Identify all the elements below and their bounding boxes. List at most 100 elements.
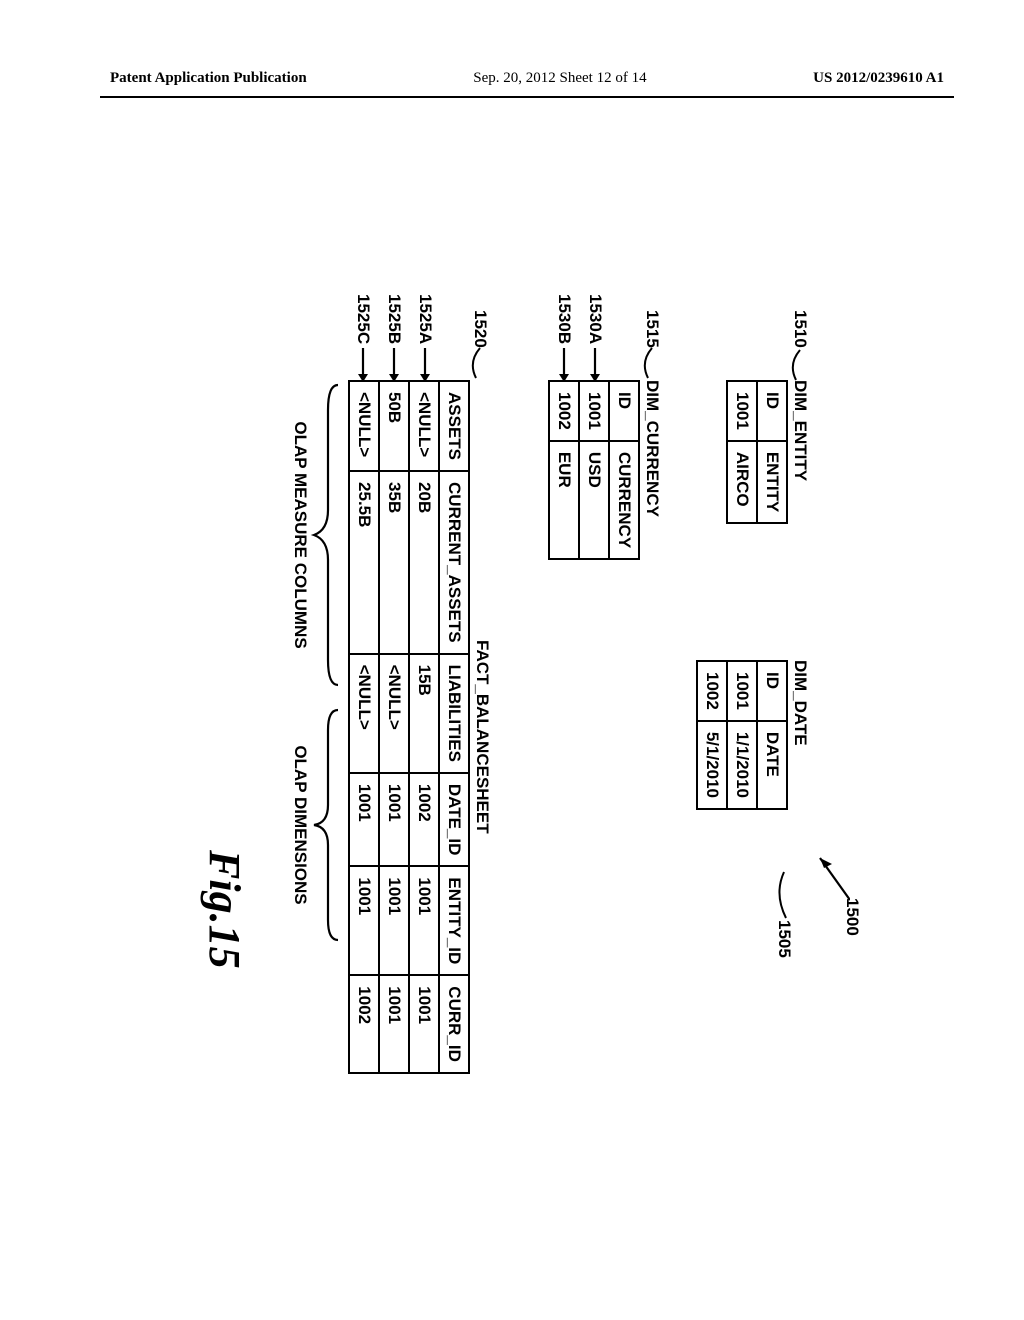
col-header: ID <box>757 661 787 721</box>
col-header: CURRENT_ASSETS <box>439 471 469 654</box>
dim-date-title: DIM_DATE <box>790 660 810 810</box>
figure-canvas: 1500 DIM_ENTITY ID ENTITY 1001 AIRCO 151… <box>100 290 880 1070</box>
leader-line-icon <box>774 870 790 920</box>
col-header: ID <box>609 381 639 441</box>
col-header: DATE_ID <box>439 773 469 866</box>
fact-title: FACT_BALANCESHEET <box>472 640 492 1074</box>
cell: 1002 <box>549 381 579 441</box>
ref-1530a: 1530A <box>585 294 605 382</box>
col-header: ID <box>757 381 787 441</box>
brace-icon <box>310 705 340 945</box>
dim-date-block: DIM_DATE ID DATE 1001 1/1/2010 1002 5/1/… <box>696 660 810 810</box>
cell: 20B <box>409 471 439 654</box>
dim-entity-table: ID ENTITY 1001 AIRCO <box>726 380 788 524</box>
cell: 1001 <box>409 866 439 975</box>
cell: 15B <box>409 654 439 773</box>
ref-1520: 1520 <box>470 310 490 348</box>
table-row: <NULL> 20B 15B 1002 1001 1001 <box>409 381 439 1073</box>
cell: 1/1/2010 <box>727 721 757 809</box>
col-header: ENTITY <box>757 441 787 523</box>
cell: 50B <box>379 381 409 471</box>
cell: 35B <box>379 471 409 654</box>
table-row: ASSETS CURRENT_ASSETS LIABILITIES DATE_I… <box>439 381 469 1073</box>
page-header: Patent Application Publication Sep. 20, … <box>110 70 944 87</box>
brace-label: OLAP DIMENSIONS <box>290 705 310 945</box>
dim-currency-table: ID CURRENCY 1001 USD 1002 EUR <box>548 380 640 560</box>
figure-holder: 1500 DIM_ENTITY ID ENTITY 1001 AIRCO 151… <box>100 290 880 1070</box>
cell: USD <box>579 441 609 559</box>
table-row: 1002 5/1/2010 <box>697 661 727 809</box>
ref-1510: 1510 <box>790 310 810 348</box>
cell: <NULL> <box>409 381 439 471</box>
col-header: CURRENCY <box>609 441 639 559</box>
cell: 1002 <box>697 661 727 721</box>
ref-1515: 1515 <box>642 310 662 348</box>
cell: <NULL> <box>349 381 379 471</box>
leader-line-icon <box>788 348 802 382</box>
col-header: CURR_ID <box>439 975 469 1073</box>
header-rule <box>100 96 954 98</box>
cell: 1001 <box>579 381 609 441</box>
table-row: ID DATE <box>757 661 787 809</box>
arrow-right-icon <box>356 348 370 382</box>
table-row: 50B 35B <NULL> 1001 1001 1001 <box>379 381 409 1073</box>
ref-label: 1530B <box>554 294 574 344</box>
ref-1525a: 1525A <box>415 294 435 382</box>
cell: 1001 <box>409 975 439 1073</box>
col-header: ASSETS <box>439 381 469 471</box>
cell: 1002 <box>349 975 379 1073</box>
ref-label: 1525B <box>384 294 404 344</box>
ref-1505: 1505 <box>774 920 794 958</box>
cell: 1001 <box>349 866 379 975</box>
table-row: ID CURRENCY <box>609 381 639 559</box>
col-header: ENTITY_ID <box>439 866 469 975</box>
table-row: <NULL> 25.5B <NULL> 1001 1001 1002 <box>349 381 379 1073</box>
brace-icon <box>310 380 340 690</box>
arrow-right-icon <box>387 348 401 382</box>
ref-label: 1530A <box>585 294 605 344</box>
table-row: ID ENTITY <box>757 381 787 523</box>
header-left: Patent Application Publication <box>110 70 307 87</box>
cell: 1001 <box>379 866 409 975</box>
ref-label: 1525A <box>415 294 435 344</box>
table-row: 1001 1/1/2010 <box>727 661 757 809</box>
cell: 25.5B <box>349 471 379 654</box>
cell: 1001 <box>379 975 409 1073</box>
cell: 1001 <box>349 773 379 866</box>
leader-line-icon <box>640 346 654 380</box>
col-header: LIABILITIES <box>439 654 469 773</box>
cell: <NULL> <box>379 654 409 773</box>
dim-entity-block: DIM_ENTITY ID ENTITY 1001 AIRCO <box>726 380 810 524</box>
ref-1525b: 1525B <box>384 294 404 382</box>
dim-currency-block: DIM_CURRENCY ID CURRENCY 1001 USD 1002 E… <box>548 380 662 560</box>
cell: EUR <box>549 441 579 559</box>
cell: 1001 <box>727 661 757 721</box>
cell: <NULL> <box>349 654 379 773</box>
dim-date-table: ID DATE 1001 1/1/2010 1002 5/1/2010 <box>696 660 788 810</box>
leader-line-icon <box>468 346 482 380</box>
fact-block: FACT_BALANCESHEET ASSETS CURRENT_ASSETS … <box>348 380 492 1074</box>
cell: AIRCO <box>727 441 757 523</box>
dim-currency-title: DIM_CURRENCY <box>642 380 662 560</box>
ref-1525c: 1525C <box>353 294 373 382</box>
dim-entity-title: DIM_ENTITY <box>790 380 810 524</box>
figure-number: Fig.15 <box>199 850 250 969</box>
arrow-right-icon <box>588 348 602 382</box>
cell: 1001 <box>379 773 409 866</box>
cell: 1002 <box>409 773 439 866</box>
brace-dimensions: OLAP DIMENSIONS <box>290 705 340 945</box>
table-row: 1001 USD <box>579 381 609 559</box>
ref-1530b: 1530B <box>554 294 574 382</box>
fact-table: ASSETS CURRENT_ASSETS LIABILITIES DATE_I… <box>348 380 470 1074</box>
header-right: US 2012/0239610 A1 <box>813 70 944 87</box>
brace-measures: OLAP MEASURE COLUMNS <box>290 380 340 690</box>
ref-label: 1525C <box>353 294 373 344</box>
arrow-right-icon <box>557 348 571 382</box>
ref-1500: 1500 <box>842 898 862 936</box>
header-center: Sep. 20, 2012 Sheet 12 of 14 <box>473 70 646 87</box>
table-row: 1002 EUR <box>549 381 579 559</box>
cell: 5/1/2010 <box>697 721 727 809</box>
col-header: DATE <box>757 721 787 809</box>
arrow-right-icon <box>418 348 432 382</box>
cell: 1001 <box>727 381 757 441</box>
